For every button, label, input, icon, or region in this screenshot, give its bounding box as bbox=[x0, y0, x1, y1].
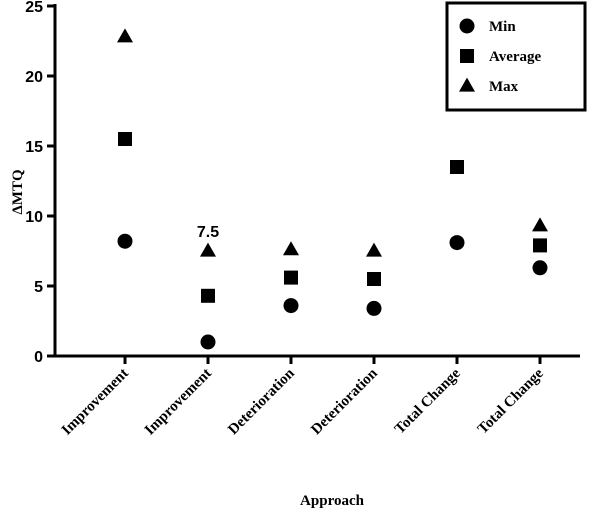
y-tick-label: 0 bbox=[34, 349, 43, 366]
x-tick-label: Total Change bbox=[392, 365, 464, 437]
data-point-min bbox=[449, 235, 465, 251]
x-tick-label: Deterioration bbox=[308, 365, 381, 438]
legend-label: Min bbox=[489, 19, 516, 35]
x-tick-label: Improvement bbox=[59, 366, 132, 439]
y-tick-label: 25 bbox=[25, 0, 43, 16]
data-point-min bbox=[532, 260, 548, 276]
data-point-max bbox=[200, 242, 216, 257]
data-point-max bbox=[283, 241, 299, 256]
data-point-average bbox=[118, 132, 132, 146]
data-point-average bbox=[367, 272, 381, 286]
legend-marker-average bbox=[460, 49, 474, 63]
y-tick-label: 15 bbox=[25, 139, 43, 156]
y-tick-label: 20 bbox=[25, 69, 43, 86]
y-tick-label: 10 bbox=[25, 209, 43, 226]
legend-marker-max bbox=[459, 77, 475, 92]
data-point-min bbox=[283, 298, 299, 314]
legend-marker-min bbox=[459, 18, 475, 34]
data-point-max bbox=[532, 217, 548, 232]
data-point-average bbox=[201, 288, 215, 303]
legend-label: Max bbox=[489, 79, 519, 95]
legend: Min Average Max bbox=[445, 1, 587, 112]
x-tick-label: Total Change bbox=[475, 365, 547, 437]
data-point-max bbox=[366, 242, 382, 257]
y-axis-title: ΔMTQ bbox=[10, 169, 26, 215]
data-point-min bbox=[117, 233, 133, 249]
data-point-average bbox=[533, 238, 547, 253]
x-tick-label: Improvement bbox=[142, 366, 215, 439]
data-point-min bbox=[366, 300, 382, 316]
x-axis-title: Approach bbox=[300, 493, 365, 509]
data-label: 7.5 bbox=[197, 224, 219, 241]
data-point-max bbox=[117, 28, 133, 43]
data-point-average bbox=[284, 270, 298, 285]
legend-label: Average bbox=[489, 49, 542, 65]
x-tick-label: Deterioration bbox=[225, 365, 298, 438]
data-point-min bbox=[200, 334, 216, 350]
y-tick-label: 5 bbox=[34, 279, 43, 296]
data-point-average bbox=[450, 160, 464, 174]
